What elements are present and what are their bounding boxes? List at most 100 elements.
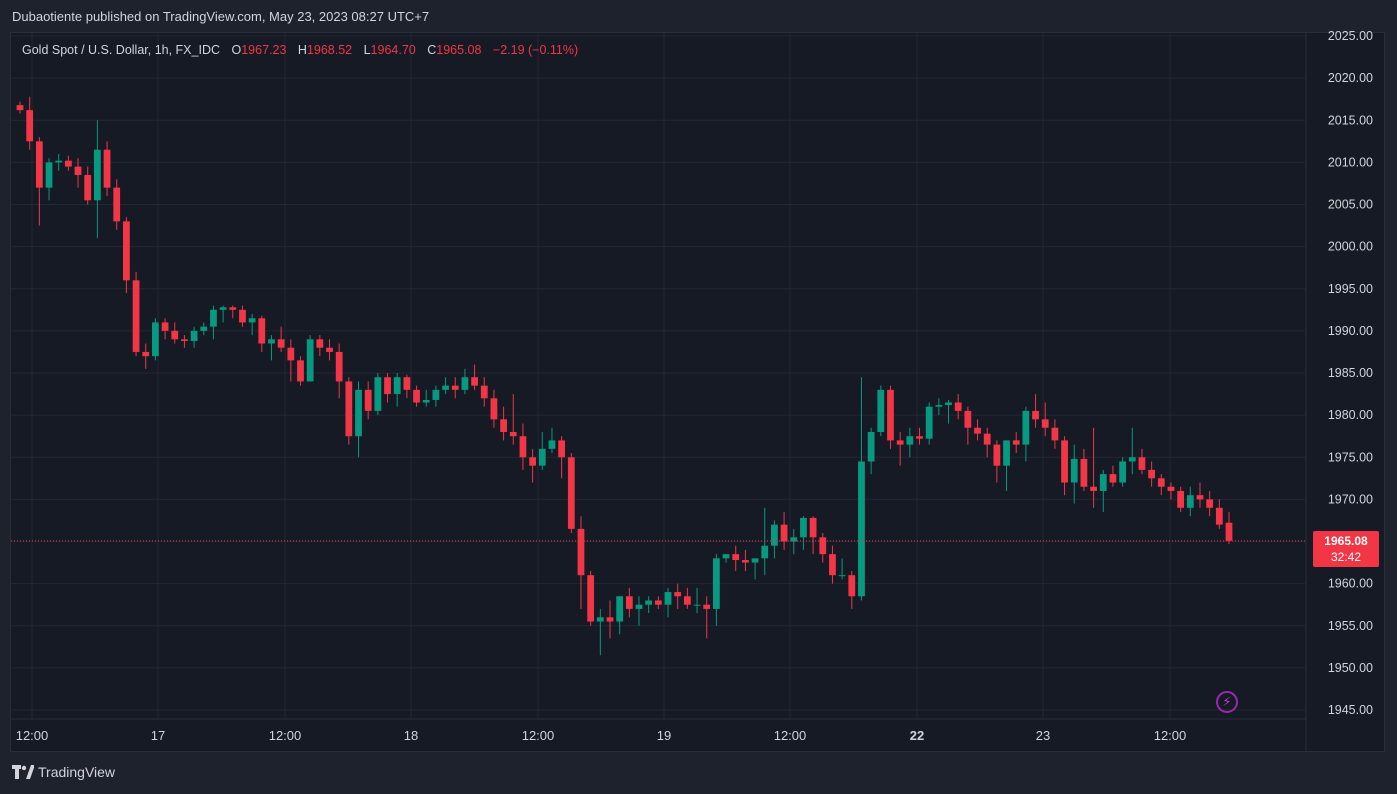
last-price-value: 1965.08	[1324, 534, 1368, 548]
candle-body	[567, 457, 575, 529]
change-value: −2.19 (−0.11%)	[492, 43, 579, 57]
candle-body	[490, 398, 498, 420]
candle-body	[1080, 458, 1088, 487]
candle-body	[935, 405, 943, 407]
low-label: L	[363, 43, 371, 57]
candle-body	[277, 339, 285, 348]
candle-body	[896, 440, 904, 445]
candle-body	[1051, 427, 1059, 441]
candle-body	[625, 596, 633, 609]
y-tick-label: 2025.00	[1328, 29, 1373, 43]
candle-body	[84, 175, 92, 201]
candle-body	[945, 402, 952, 406]
candle-body	[26, 110, 34, 142]
candle-body	[983, 433, 991, 445]
brand-name: TradingView	[38, 764, 116, 780]
candle-body	[374, 377, 382, 411]
candle-body	[132, 280, 140, 352]
open-label: O	[231, 43, 242, 57]
candle-body	[974, 427, 981, 434]
candle-body	[461, 377, 469, 390]
y-tick-label: 1975.00	[1328, 450, 1373, 464]
publisher-line: Dubaotiente published on TradingView.com…	[12, 9, 430, 24]
candle-body	[867, 431, 875, 462]
candle-body	[587, 575, 595, 622]
candle-body	[819, 537, 827, 555]
candle-body	[558, 440, 566, 458]
chart-panel[interactable]	[10, 32, 1385, 752]
candle-body	[800, 517, 807, 538]
x-tick-label: 12:00	[522, 728, 555, 743]
y-tick-label: 1960.00	[1328, 577, 1373, 591]
candle-body	[538, 448, 546, 466]
candle-body	[393, 377, 401, 395]
candle-body	[1061, 440, 1068, 483]
candle-body	[519, 436, 527, 458]
candle-body	[345, 381, 353, 437]
candle-body	[1128, 457, 1136, 462]
low-value: 1964.70	[370, 43, 416, 57]
candle-body	[683, 596, 691, 605]
close-value: 1965.08	[436, 43, 482, 57]
candle-body	[181, 339, 188, 341]
candle-body	[1119, 461, 1126, 483]
candle-body	[771, 524, 778, 546]
candle-body	[848, 575, 856, 597]
candle-body	[954, 402, 962, 411]
candle-body	[190, 330, 198, 341]
candle-body	[1215, 507, 1223, 525]
candle-body	[577, 528, 585, 576]
candle-body	[1041, 419, 1049, 428]
x-tick-label: 12:00	[1154, 728, 1187, 743]
candle-body	[16, 105, 24, 111]
y-tick-label: 1995.00	[1328, 282, 1373, 296]
candle-body	[103, 149, 111, 188]
candle-body	[809, 517, 817, 538]
candle-body	[858, 461, 865, 597]
candle-body	[161, 322, 169, 331]
candle-body	[335, 351, 343, 382]
candle-body	[55, 160, 63, 163]
ohlc-legend: Gold Spot / U.S. Dollar, 1h, FX_IDC O 196…	[22, 43, 586, 57]
candle-body	[693, 604, 701, 606]
candle-body	[1206, 499, 1214, 508]
candle-body	[210, 309, 217, 327]
candle-body	[364, 389, 372, 411]
symbol-label[interactable]: Gold Spot / U.S. Dollar, 1h, FX_IDC	[22, 43, 220, 57]
x-tick-label: 12:00	[774, 728, 807, 743]
candle-body	[64, 160, 72, 167]
candle-body	[219, 307, 227, 310]
high-value: 1968.52	[306, 43, 353, 57]
candle-body	[500, 419, 507, 432]
candle-body	[239, 309, 246, 323]
candle-body	[35, 141, 43, 188]
candle-body	[529, 457, 537, 466]
candle-body	[887, 389, 894, 441]
candle-body	[422, 399, 430, 403]
x-tick-label: 23	[1036, 728, 1050, 743]
candle-body	[1157, 478, 1165, 487]
y-tick-label: 1955.00	[1328, 619, 1373, 633]
candle-body	[654, 600, 662, 605]
candle-body	[635, 604, 643, 609]
y-tick-label: 1970.00	[1328, 492, 1373, 506]
y-tick-label: 1985.00	[1328, 366, 1373, 380]
candle-body	[664, 592, 672, 605]
candle-body	[306, 339, 314, 382]
bar-countdown: 32:42	[1330, 550, 1362, 564]
candle-body	[712, 558, 720, 609]
lightning-icon[interactable]: ⚡	[1216, 691, 1238, 713]
candle-body	[480, 385, 488, 399]
last-price-tag: 1965.08 32:42	[1313, 531, 1379, 567]
candle-body	[384, 377, 391, 395]
candle-body	[1177, 490, 1185, 508]
candle-body	[1090, 486, 1097, 491]
candle-body	[616, 596, 624, 622]
candle-body	[287, 347, 295, 361]
candle-body	[606, 617, 614, 622]
candle-body	[877, 389, 885, 432]
footer-brand[interactable]: TradingView	[12, 764, 115, 780]
candle-body	[780, 524, 788, 542]
x-tick-label: 18	[404, 728, 418, 743]
